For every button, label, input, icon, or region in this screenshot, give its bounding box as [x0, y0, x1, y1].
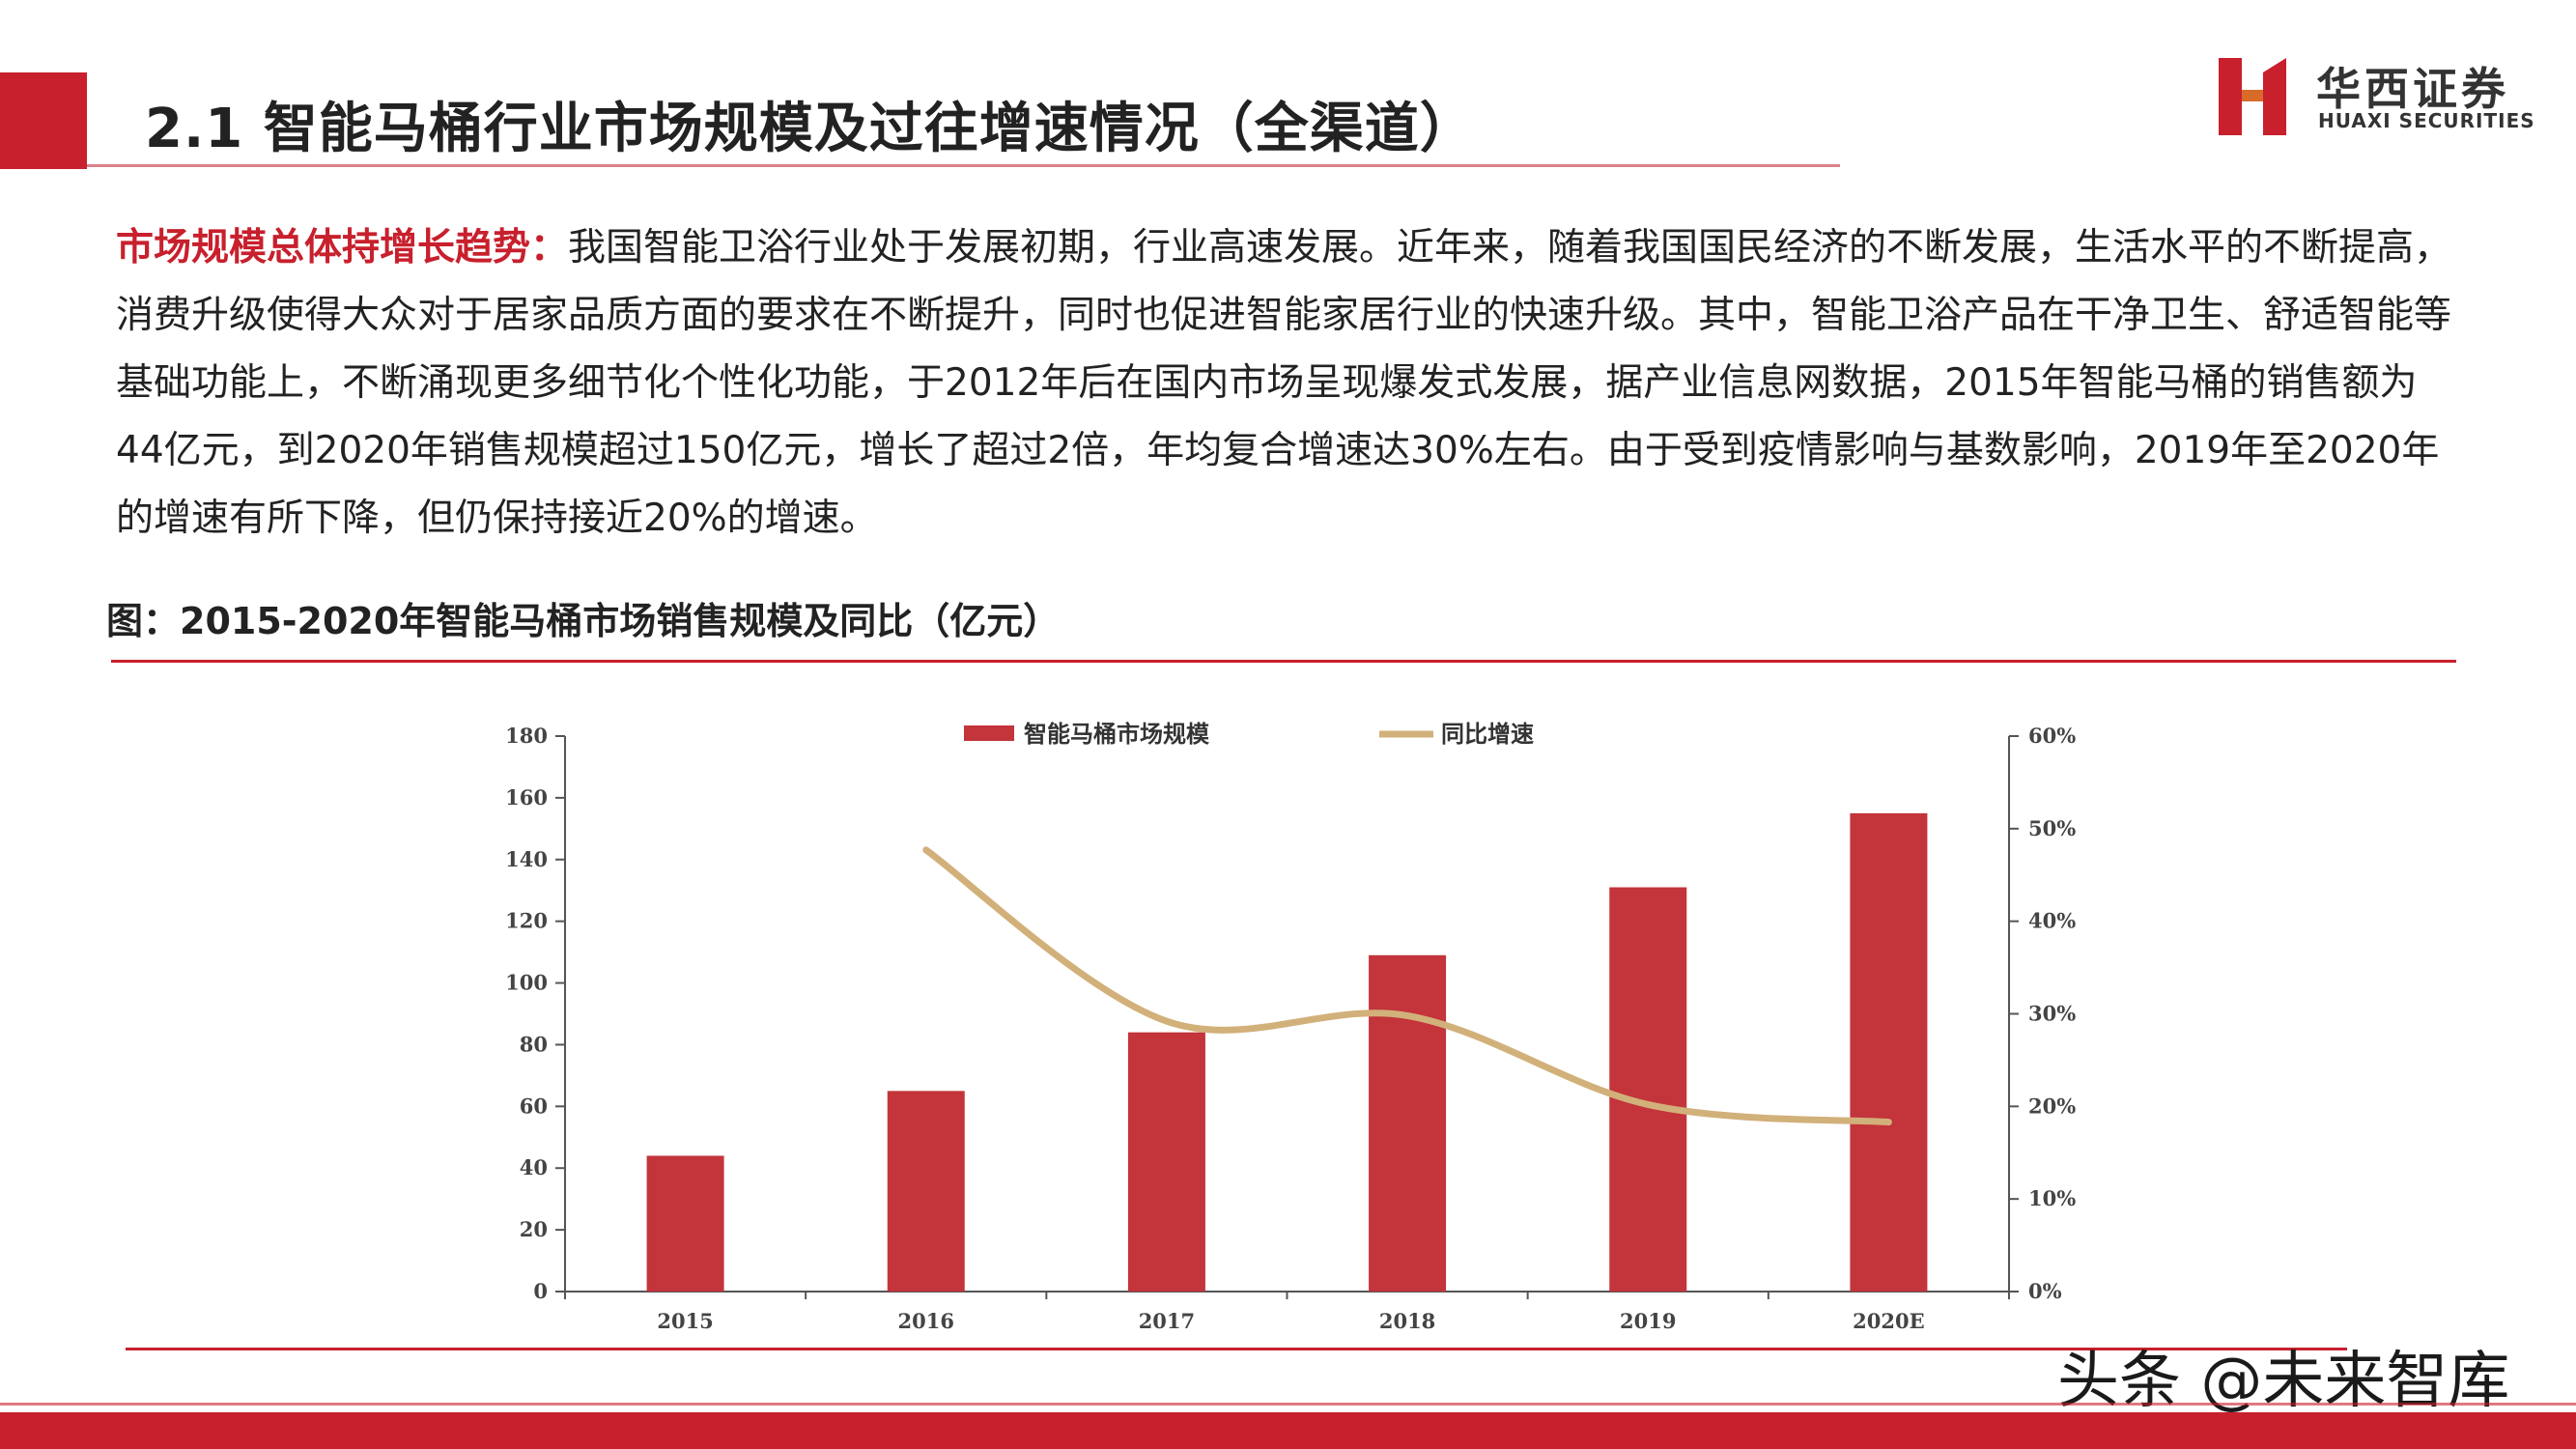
- chart-legend: 智能马桶市场规模 同比增速: [964, 720, 1534, 748]
- title-divider: [87, 164, 1840, 167]
- x-tick-label: 2019: [1620, 1309, 1676, 1333]
- chart-bottom-rule: [126, 1348, 2347, 1350]
- x-tick-label: 2016: [898, 1309, 954, 1333]
- tick-labels: 0 20 40 60 80 100 120 140 160 180 0% 10% 20% 30% 40% 50…: [505, 724, 2076, 1333]
- y-left-tick-label: 60: [520, 1094, 548, 1118]
- footer-band: [0, 1412, 2576, 1449]
- chart-axes: [555, 735, 2019, 1299]
- huaxi-logo-icon: [2219, 58, 2286, 135]
- y-left-tick-label: 140: [505, 847, 548, 871]
- y-right-tick-label: 50%: [2028, 816, 2076, 840]
- legend-bar-swatch: [964, 725, 1014, 741]
- intro-paragraph: 市场规模总体持增长趋势：我国智能卫浴行业处于发展初期，行业高速发展。近年来，随着…: [116, 214, 2453, 553]
- y-left-tick-label: 160: [505, 785, 548, 810]
- growth-line: [922, 846, 1892, 1126]
- y-left-tick-label: 80: [520, 1032, 548, 1056]
- bar-market-size: [1609, 887, 1687, 1292]
- logo-english-name: HUAXI SECURITIES: [2318, 109, 2535, 132]
- bar-series: [646, 812, 1928, 1292]
- y-left-tick-label: 0: [533, 1279, 548, 1303]
- y-right-tick-label: 20%: [2028, 1094, 2076, 1118]
- y-left-tick-label: 40: [520, 1155, 548, 1179]
- bar-market-size: [1127, 1032, 1205, 1292]
- bar-market-size: [1369, 954, 1447, 1292]
- watermark-text: 头条 @未来智库: [2057, 1346, 2510, 1417]
- x-tick-label: 2020E: [1853, 1309, 1924, 1333]
- paragraph-lead: 市场规模总体持增长趋势：: [116, 226, 569, 270]
- header-accent-tab: [0, 72, 87, 169]
- x-tick-label: 2017: [1139, 1309, 1195, 1333]
- y-left-tick-label: 180: [505, 724, 548, 748]
- x-tick-label: 2018: [1379, 1309, 1435, 1333]
- y-right-tick-label: 0%: [2028, 1279, 2062, 1303]
- bar-market-size: [1850, 812, 1928, 1292]
- y-right-tick-label: 40%: [2028, 909, 2076, 933]
- page-title: 2.1 智能马桶行业市场规模及过往增速情况（全渠道）: [145, 98, 1475, 160]
- legend-line-label: 同比增速: [1441, 720, 1534, 748]
- bar-market-size: [646, 1155, 724, 1292]
- y-right-tick-label: 10%: [2028, 1186, 2076, 1210]
- chart-title: 图：2015-2020年智能马桶市场销售规模及同比（亿元）: [106, 600, 1061, 642]
- y-left-tick-label: 100: [505, 971, 548, 995]
- y-right-tick-label: 30%: [2028, 1002, 2076, 1026]
- y-right-tick-label: 60%: [2028, 724, 2076, 748]
- legend-bar-label: 智能马桶市场规模: [1024, 720, 1210, 748]
- y-left-tick-label: 20: [520, 1217, 548, 1241]
- footer-line: [0, 1403, 2576, 1406]
- x-tick-label: 2015: [657, 1309, 713, 1333]
- logo-chinese-name: 华西证券: [2316, 63, 2509, 115]
- chart-top-rule: [111, 660, 2456, 663]
- y-left-tick-label: 120: [505, 909, 548, 933]
- paragraph-body: 我国智能卫浴行业处于发展初期，行业高速发展。近年来，随着我国国民经济的不断发展，…: [116, 226, 2452, 540]
- bar-market-size: [887, 1091, 965, 1292]
